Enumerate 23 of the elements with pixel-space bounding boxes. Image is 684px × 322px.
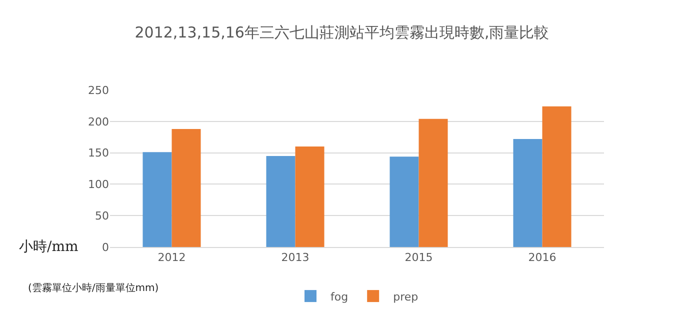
- y-tick-label: 50: [95, 209, 109, 222]
- bar: [142, 152, 172, 247]
- x-tick-label: 2013: [281, 251, 310, 264]
- y-tick-label: 100: [88, 178, 109, 192]
- y-tick-label: 150: [88, 146, 109, 160]
- text: (雲霧單位小時/雨量單位mm): [28, 282, 159, 294]
- x-tick-label: 2015: [404, 251, 433, 264]
- bar: [513, 138, 542, 247]
- legend-label: prep: [393, 290, 418, 304]
- x-tick-label: 2012: [158, 251, 186, 264]
- bar: [418, 118, 448, 247]
- bar: [172, 128, 201, 247]
- bar: [266, 156, 296, 247]
- bar: [390, 156, 419, 247]
- y-tick-label: 200: [88, 115, 109, 128]
- chart-title: 2012,13,15,16年三六七山莊測站平均雲霧出現時數,雨量比較: [134, 23, 550, 42]
- bar: [542, 106, 572, 247]
- y-axis-title: 小時/mm: [19, 239, 78, 255]
- x-tick-label: 2016: [528, 251, 556, 264]
- y-tick-label: 0: [102, 240, 109, 254]
- y-tick-label: 250: [88, 84, 109, 97]
- bar: [295, 146, 324, 247]
- legend-label: fog: [330, 290, 348, 304]
